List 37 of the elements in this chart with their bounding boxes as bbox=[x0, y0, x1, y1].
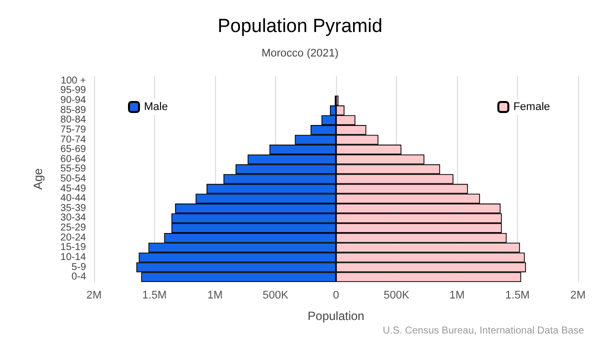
y-tick-label: 75-79 bbox=[60, 124, 86, 136]
x-tick-label: 500K bbox=[384, 290, 410, 302]
y-tick-label: 25-29 bbox=[60, 222, 86, 234]
y-tick-label: 20-24 bbox=[60, 232, 86, 244]
y-axis-title: Age bbox=[31, 168, 45, 190]
y-tick-label: 10-14 bbox=[60, 252, 86, 263]
chart-title: Population Pyramid bbox=[218, 16, 382, 37]
y-tick-label: 90-94 bbox=[60, 95, 86, 106]
x-tick-label: 2M bbox=[86, 290, 102, 302]
x-tick-label: 500K bbox=[262, 290, 289, 302]
y-tick-label: 85-89 bbox=[60, 104, 86, 116]
y-tick-label: 65-69 bbox=[60, 144, 86, 156]
legend-label: Female bbox=[513, 101, 550, 113]
chart-subtitle: Morocco (2021) bbox=[261, 48, 339, 60]
x-tick-label: 1.5M bbox=[505, 290, 530, 302]
x-tick-label: 1.5M bbox=[142, 290, 167, 302]
y-tick-label: 15-19 bbox=[60, 242, 86, 254]
x-tick-label: 1M bbox=[449, 290, 465, 302]
x-tick-label: 2M bbox=[570, 290, 586, 302]
x-axis-title: Population bbox=[308, 309, 364, 323]
y-tick-label: 30-34 bbox=[60, 212, 86, 224]
y-tick-label: 5-9 bbox=[72, 262, 86, 273]
y-tick-label: 45-49 bbox=[60, 183, 86, 194]
x-tick-label: 1M bbox=[207, 290, 223, 302]
y-tick-label: 55-59 bbox=[60, 164, 86, 175]
y-tick-label: 95-99 bbox=[60, 85, 86, 96]
y-tick-label: 40-44 bbox=[60, 193, 86, 204]
y-tick-label: 35-39 bbox=[60, 202, 86, 214]
y-tick-label: 80-84 bbox=[60, 114, 86, 126]
legend-label: Male bbox=[144, 101, 168, 113]
y-tick-label: 100 + bbox=[60, 75, 86, 86]
text: U.S. Census Bureau, International Data Base bbox=[382, 326, 584, 336]
y-tick-label: 50-54 bbox=[60, 174, 86, 184]
y-tick-label: 70-74 bbox=[60, 134, 86, 146]
y-tick-label: 0-4 bbox=[72, 272, 86, 283]
x-tick-label: 0 bbox=[332, 290, 340, 302]
y-tick-label: 60-64 bbox=[60, 154, 86, 165]
